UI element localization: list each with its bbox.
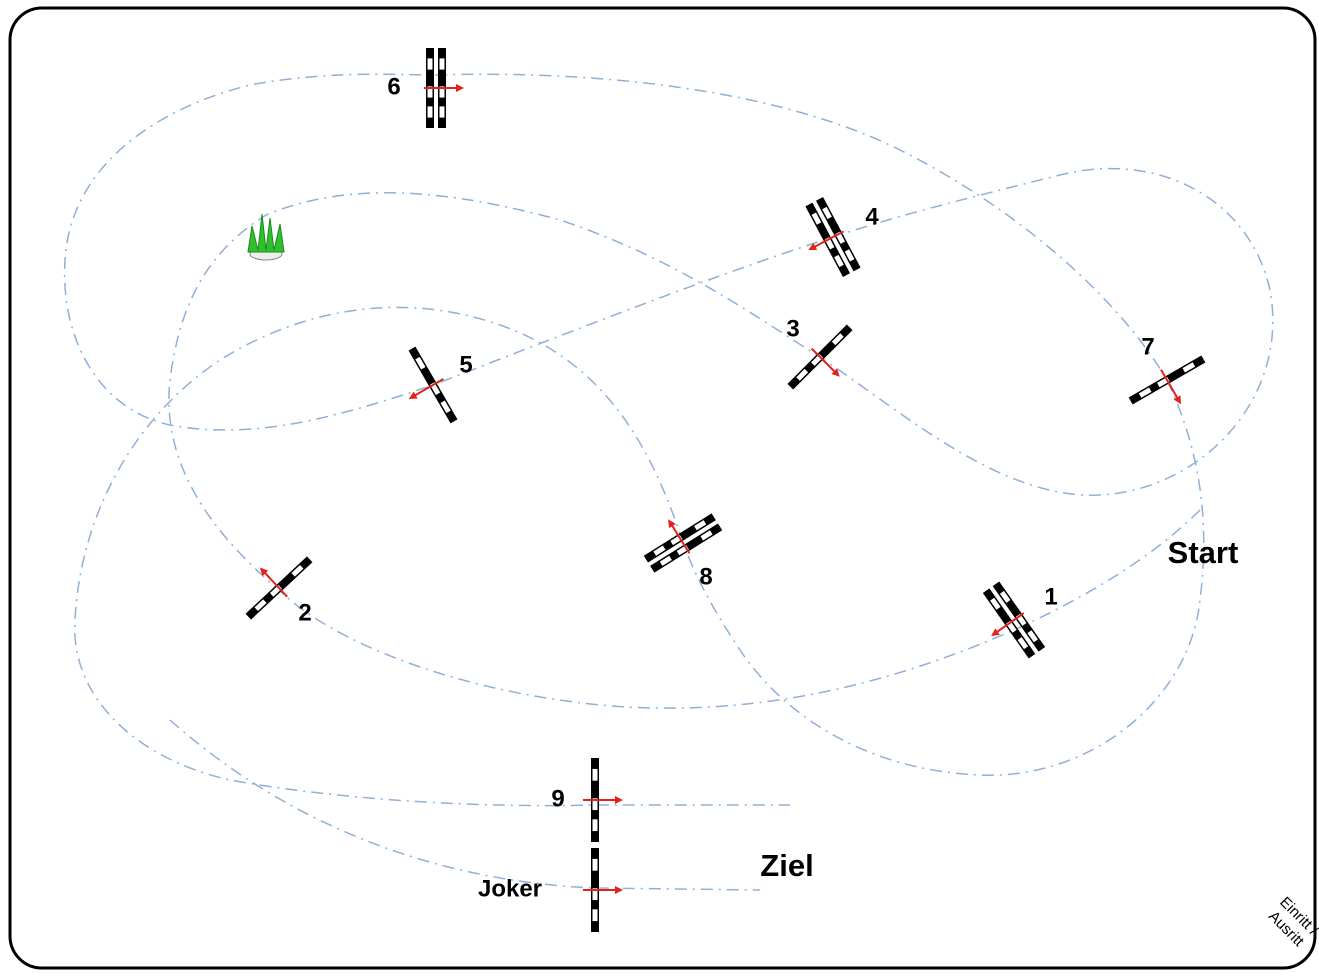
- pole-stripe: [427, 86, 433, 98]
- pole-stripe: [592, 888, 598, 901]
- pole-stripe: [440, 400, 451, 414]
- jump-label: 3: [786, 315, 799, 342]
- pole-stripe: [254, 599, 267, 612]
- pole-stripe: [1182, 362, 1196, 373]
- direction-arrow: [408, 378, 444, 399]
- grass-decoration: [247, 213, 285, 261]
- route: [63, 73, 1274, 891]
- jump-label: 4: [865, 203, 879, 230]
- pole-stripe: [1017, 637, 1029, 650]
- jump-label: Joker: [478, 875, 542, 902]
- jump: [408, 346, 458, 424]
- jump-label: 9: [551, 785, 564, 812]
- jump: [787, 324, 853, 390]
- pole-stripe: [999, 590, 1011, 603]
- jump-label: 6: [387, 73, 400, 100]
- direction-arrow: [1160, 369, 1181, 405]
- pole-stripe: [439, 58, 445, 70]
- pole-stripe: [427, 58, 433, 70]
- pole-stripe: [834, 254, 844, 268]
- direction-arrow: [810, 347, 840, 377]
- direction-arrow: [991, 612, 1025, 637]
- pole-stripe: [831, 333, 844, 346]
- pole-stripe: [427, 106, 433, 118]
- jump: [982, 581, 1046, 659]
- jump: [583, 848, 623, 932]
- jump: [583, 758, 623, 842]
- pole-stripe: [592, 858, 598, 871]
- jump-label: 8: [699, 563, 712, 590]
- jump-label: 1: [1044, 583, 1057, 610]
- pole-stripe: [694, 520, 707, 531]
- pole-stripe: [990, 597, 1001, 610]
- pole-stripe: [844, 249, 855, 262]
- jump-label: 5: [459, 351, 472, 378]
- pole-stripe: [439, 86, 445, 98]
- pole-stripe: [700, 530, 713, 541]
- pole-stripe: [592, 909, 598, 922]
- pole-stripe: [811, 212, 822, 225]
- pole-stripe: [653, 545, 666, 556]
- pole-stripe: [1138, 387, 1152, 398]
- pole-stripe: [592, 768, 598, 781]
- jump: [1128, 355, 1206, 405]
- finish-label: Ziel: [760, 848, 813, 883]
- pole-stripe: [822, 206, 832, 220]
- pole-stripe: [291, 564, 304, 577]
- jump-label: 7: [1141, 333, 1154, 360]
- pole-stripe: [415, 356, 426, 370]
- pole-stripe: [659, 555, 672, 566]
- pole-stripe: [1027, 630, 1038, 643]
- pole-stripe: [796, 368, 809, 381]
- start-label: Start: [1168, 535, 1239, 570]
- direction-arrow: [808, 230, 845, 251]
- direction-arrow: [668, 519, 691, 554]
- jump-label: 2: [298, 599, 311, 626]
- pole-stripe: [592, 819, 598, 832]
- jump: [643, 513, 723, 573]
- jump: [805, 196, 861, 278]
- pole-stripe: [592, 798, 598, 811]
- jump: [245, 556, 313, 620]
- direction-arrow: [259, 567, 288, 598]
- pole-stripe: [439, 106, 445, 118]
- jump: [424, 48, 464, 128]
